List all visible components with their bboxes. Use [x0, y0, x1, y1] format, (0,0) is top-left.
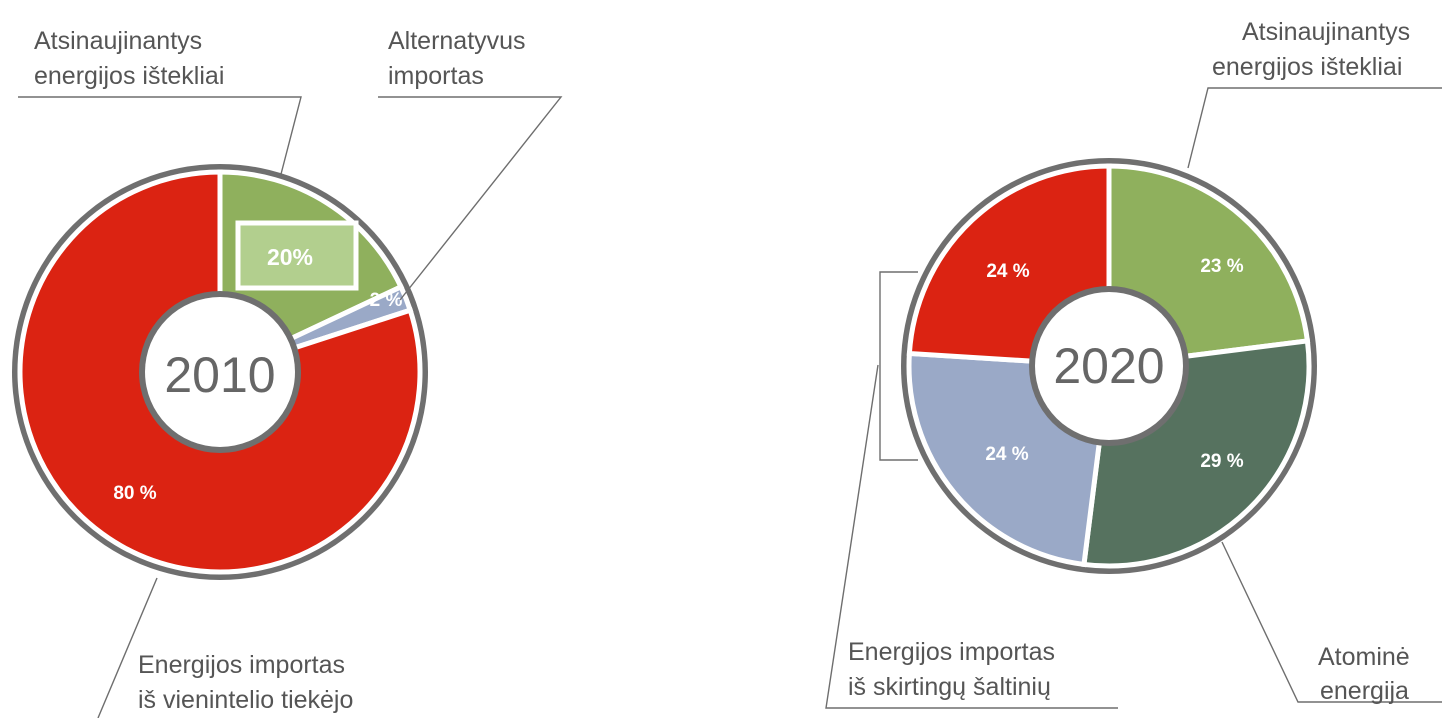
label-multi-import-l1: Energijos importas — [848, 638, 1055, 666]
chart-2020-title: 2020 — [1053, 338, 1164, 394]
label-renewables-2010-l2: energijos ištekliai — [34, 62, 224, 90]
label-renewables-2020-l1: Atsinaujinantys — [1242, 18, 1410, 46]
label-nuclear-l1: Atominė — [1318, 643, 1410, 671]
leader-alt-import-2010 — [378, 96, 563, 301]
chart-2010: 2010 20% 2 % 80 % Atsinaujinantys energi… — [12, 27, 563, 718]
chart-2020-slices — [901, 158, 1317, 574]
chart-2010-title: 2010 — [164, 347, 275, 403]
annotation-text: 20% — [267, 244, 313, 270]
chart-2020: 2020 23 % 29 % 24 % 24 % Atsinaujinantys… — [825, 18, 1442, 709]
value-label-single-supplier: 80 % — [113, 483, 156, 504]
leader-renewables-2010 — [18, 96, 302, 179]
value-label-renewables-2020: 23 % — [1200, 256, 1243, 277]
label-renewables-2020-l2: energijos ištekliai — [1212, 53, 1402, 81]
label-single-supplier-l2: iš vienintelio tiekėjo — [138, 686, 353, 714]
leader-single-supplier-2010 — [97, 577, 158, 718]
value-label-import-red: 24 % — [986, 261, 1029, 282]
label-single-supplier-l1: Energijos importas — [138, 651, 345, 679]
leader-renewables-2020 — [1187, 87, 1442, 169]
value-label-alt-import: 2 % — [370, 290, 403, 311]
slice-2010-hub — [145, 297, 295, 447]
value-label-nuclear: 29 % — [1200, 451, 1243, 472]
label-multi-import-l2: iš skirtingų šaltinių — [848, 673, 1051, 701]
leader-nuclear — [1221, 541, 1442, 703]
leader-multi-import — [825, 364, 1118, 709]
annotation-box — [235, 220, 359, 291]
label-alt-import-l2: importas — [388, 62, 484, 90]
value-label-import-blue: 24 % — [985, 444, 1028, 465]
slice-2020-hub — [1035, 292, 1183, 440]
label-nuclear-l2: energija — [1320, 677, 1409, 705]
leader-import-bracket — [879, 271, 918, 461]
label-alt-import-l1: Alternatyvus — [388, 27, 526, 55]
label-renewables-2010-l1: Atsinaujinantys — [34, 27, 202, 55]
